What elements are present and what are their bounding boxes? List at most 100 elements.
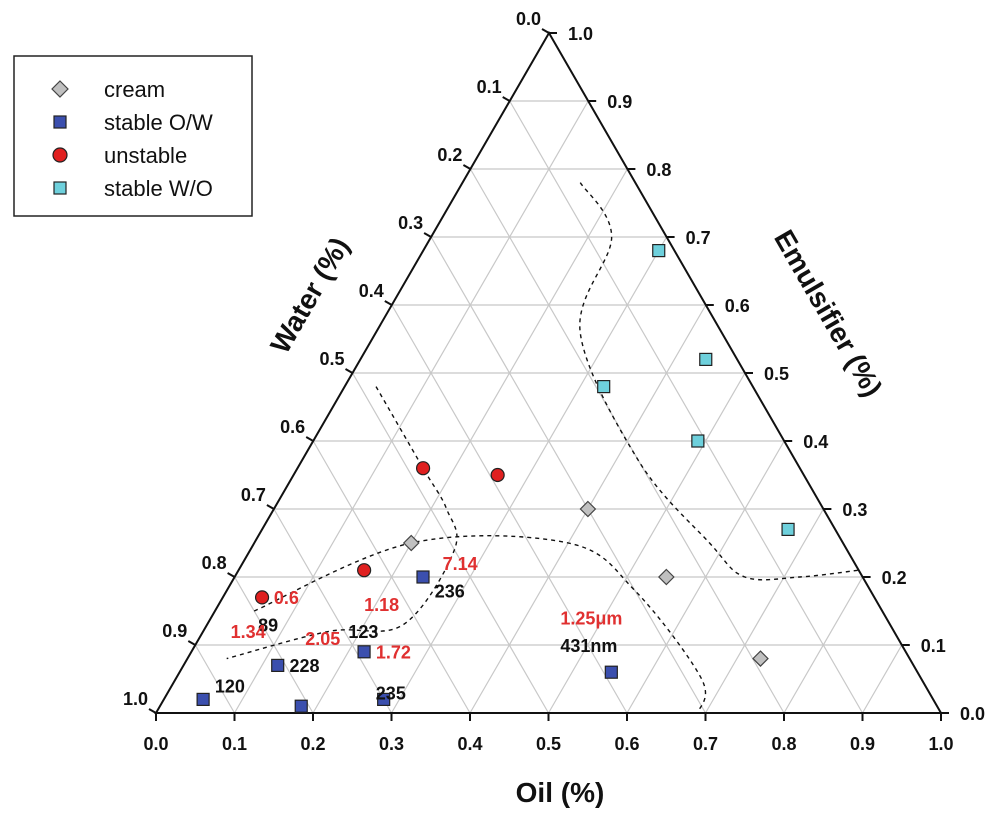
legend-label: stable W/O (104, 176, 213, 201)
stable-wo-point (691, 434, 705, 448)
grid-line-water (391, 304, 628, 714)
emulsifier-tick-label: 0.5 (764, 364, 789, 384)
water-tick-label: 0.1 (477, 77, 502, 97)
water-tick-label: 0.4 (359, 281, 384, 301)
oil-tick-label: 1.0 (928, 734, 953, 754)
oil-tick-label: 0.6 (614, 734, 639, 754)
stable-ow-point (377, 692, 391, 707)
size-annotation: 1.18 (364, 595, 399, 615)
stable-ow-point (294, 699, 308, 713)
phase-boundary-curve (226, 386, 458, 660)
water-tick-label: 0.0 (516, 9, 541, 29)
oil-tick-label: 0.3 (379, 734, 404, 754)
water-tick-label: 0.7 (241, 485, 266, 505)
water-tick-label: 1.0 (123, 689, 148, 709)
emulsifier-tick-label: 0.7 (686, 228, 711, 248)
water-tick-label: 0.2 (437, 145, 462, 165)
size-annotation: 123 (348, 622, 378, 642)
unstable-point (490, 467, 505, 483)
water-tick (148, 708, 157, 714)
grid-line-oil (233, 100, 589, 714)
legend-marker-circle (52, 147, 68, 163)
grid-line-oil (704, 508, 824, 714)
size-annotation: 235 (376, 683, 406, 703)
stable-ow-point (196, 692, 210, 707)
stable-ow-point (357, 645, 371, 659)
stable-ow-point (604, 665, 618, 679)
data-points (196, 244, 795, 713)
emulsifier-tick-label: 0.9 (607, 92, 632, 112)
legend-label: stable O/W (104, 110, 213, 135)
size-annotation: 1.34 (231, 622, 266, 642)
emulsifier-tick-label: 0.3 (842, 500, 867, 520)
legend-item-stable-wo: stable W/O (53, 176, 213, 201)
unstable-point (415, 461, 431, 476)
water-tick (187, 640, 196, 646)
grid-line-water (273, 508, 393, 714)
water-tick (541, 28, 550, 34)
cream-point (579, 500, 597, 518)
emulsifier-tick-label: 0.8 (646, 160, 671, 180)
x-axis-title: Oil (%) (516, 777, 605, 808)
legend-label: unstable (104, 143, 187, 168)
size-annotation: 236 (435, 581, 465, 601)
water-tick-label: 0.6 (280, 417, 305, 437)
stable-ow-point (271, 658, 285, 673)
water-tick (227, 572, 236, 578)
emulsifier-tick-label: 0.6 (725, 296, 750, 316)
legend-marker-diamond (51, 80, 69, 98)
size-annotation: 228 (289, 656, 319, 676)
size-annotation: 0.6 (274, 588, 299, 608)
water-tick (305, 436, 314, 442)
oil-tick-label: 0.4 (457, 734, 482, 754)
grid-line-oil (390, 236, 668, 714)
grid-line-oil (547, 372, 746, 714)
stable-wo-point (597, 380, 611, 394)
size-annotation: 7.14 (443, 554, 478, 574)
water-tick-label: 0.9 (162, 621, 187, 641)
legend: cream stable O/W unstable stable W/O (13, 55, 253, 217)
oil-tick-label: 0.8 (771, 734, 796, 754)
unstable-point (254, 590, 270, 605)
grid-line-oil (861, 644, 903, 714)
water-tick (502, 96, 511, 102)
cream-point (752, 650, 769, 667)
size-annotation: 120 (215, 677, 245, 697)
legend-marker-square (53, 181, 67, 195)
legend-marker-square (53, 115, 67, 129)
legend-item-unstable: unstable (52, 143, 187, 168)
oil-tick-label: 0.7 (693, 734, 718, 754)
water-tick (423, 232, 432, 238)
size-annotation: 1.25μm (560, 609, 622, 629)
stable-wo-point (699, 352, 713, 366)
cream-point (658, 568, 675, 586)
cream-point (402, 534, 420, 552)
water-tick-label: 0.3 (398, 213, 423, 233)
legend-item-cream: cream (51, 77, 165, 102)
water-tick-label: 0.5 (319, 349, 344, 369)
legend-item-stable-ow: stable O/W (53, 110, 213, 135)
oil-tick-label: 0.5 (536, 734, 561, 754)
unstable-point (357, 563, 372, 578)
oil-tick-label: 0.1 (222, 734, 247, 754)
grid-line-water (312, 440, 471, 714)
water-axis-title: Water (%) (264, 232, 355, 358)
size-annotation: 431nm (560, 636, 617, 656)
water-tick (462, 164, 471, 170)
grid-line-water (509, 100, 864, 714)
oil-tick-label: 0.0 (143, 734, 168, 754)
phase-boundaries (226, 182, 859, 714)
annotations: 7.14 236 0.6 89 1.18 123 1.34 120 2.05 228 1.72 235… (215, 554, 623, 703)
stable-wo-point (781, 522, 795, 537)
phase-boundary-curve (253, 535, 707, 714)
emulsifier-tick-label: 1.0 (568, 24, 593, 44)
stable-wo-point (652, 244, 666, 258)
oil-tick-label: 0.2 (300, 734, 325, 754)
emulsifier-tick-label: 0.4 (803, 432, 828, 452)
water-tick (266, 504, 275, 510)
size-annotation: 89 (258, 615, 278, 635)
water-tick (345, 368, 353, 374)
size-annotation: 2.05 (305, 629, 340, 649)
grid-line-water (469, 168, 785, 714)
